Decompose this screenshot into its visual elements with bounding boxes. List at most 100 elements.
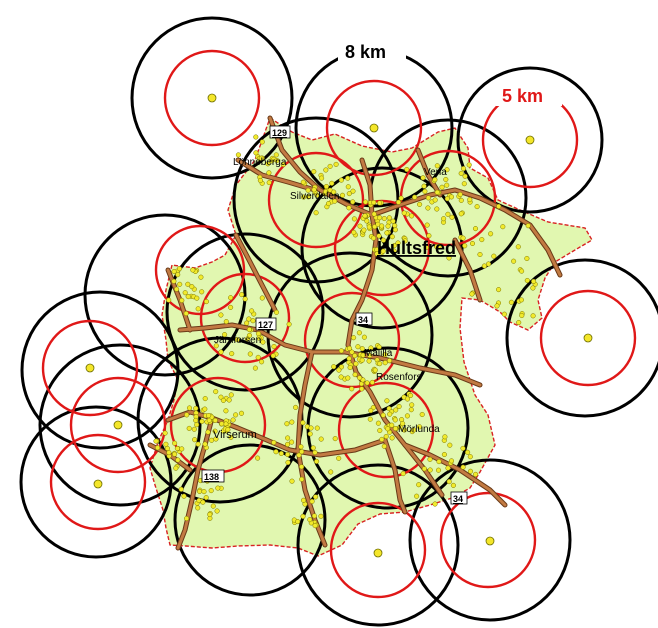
address-point (194, 422, 200, 428)
address-point (375, 420, 381, 426)
address-point (457, 191, 463, 198)
address-point (460, 464, 466, 470)
address-point (179, 446, 185, 452)
address-point (352, 372, 358, 378)
address-point (439, 184, 445, 190)
address-point (250, 318, 256, 324)
address-point (314, 192, 320, 198)
address-point (465, 449, 471, 455)
address-point (338, 348, 344, 354)
address-point (220, 397, 226, 403)
address-point (530, 313, 536, 319)
address-point (323, 167, 329, 173)
address-point (212, 417, 218, 423)
address-point (323, 183, 329, 190)
address-point (202, 441, 208, 447)
address-point (301, 194, 307, 200)
address-point (296, 452, 302, 458)
address-point (488, 231, 494, 237)
address-point (247, 351, 253, 357)
address-point (215, 485, 221, 491)
address-point (391, 243, 397, 249)
address-point (434, 189, 440, 195)
address-point (460, 166, 467, 172)
address-point (228, 295, 234, 301)
address-point (398, 195, 404, 201)
address-point (179, 297, 185, 303)
address-point (235, 152, 241, 158)
address-point (382, 352, 388, 358)
address-point (416, 482, 422, 488)
address-point (360, 352, 366, 358)
address-point (445, 211, 451, 217)
ring-8km (300, 166, 464, 330)
address-point (356, 330, 362, 336)
address-point (379, 223, 385, 229)
address-point (338, 177, 344, 183)
address-point (336, 455, 342, 461)
address-point (273, 152, 279, 158)
label-8km: 8 km (345, 42, 386, 62)
address-point (332, 436, 338, 442)
address-point (351, 216, 357, 222)
address-point (191, 426, 197, 432)
address-point (524, 277, 530, 284)
address-point (255, 455, 261, 461)
ring-8km (130, 16, 294, 180)
address-point (205, 429, 211, 435)
address-point (432, 197, 438, 203)
address-point (300, 420, 306, 426)
address-point (186, 405, 193, 411)
address-point (462, 173, 468, 179)
place-virserum: Virserum (213, 429, 257, 441)
address-point (402, 238, 408, 244)
address-point (364, 380, 370, 386)
address-point (289, 439, 295, 445)
address-point (496, 287, 502, 293)
address-point (346, 345, 353, 351)
address-point (395, 199, 402, 205)
place-rosenfors: Rosenfors (376, 372, 422, 383)
road-138-label: 138 (204, 472, 219, 482)
address-point (314, 425, 320, 431)
address-point (416, 424, 423, 430)
address-point (345, 184, 351, 190)
address-point (384, 230, 390, 236)
ring-5km (49, 433, 147, 531)
address-point (371, 211, 377, 217)
address-point (515, 244, 521, 250)
address-point (318, 436, 324, 442)
address-point (280, 161, 286, 168)
address-point (383, 433, 389, 440)
station-marker (583, 333, 593, 343)
address-point (172, 440, 178, 446)
address-point (173, 465, 179, 471)
place-jarnforsen: Järnforsen (214, 335, 261, 346)
address-point (328, 469, 334, 475)
address-point (400, 471, 406, 477)
address-point (311, 513, 317, 519)
address-point (434, 163, 440, 169)
address-point (349, 386, 355, 392)
address-point (361, 227, 367, 233)
address-point (409, 213, 415, 219)
address-point (351, 335, 357, 341)
address-point (508, 299, 514, 305)
address-point (460, 445, 466, 451)
address-point (300, 497, 307, 503)
address-point (202, 406, 208, 412)
address-point (259, 139, 265, 145)
address-point (238, 410, 245, 416)
address-point (376, 233, 382, 239)
address-point (295, 519, 301, 525)
address-point (271, 439, 277, 446)
address-point (444, 167, 450, 173)
address-point (449, 214, 455, 220)
address-point (396, 403, 402, 410)
address-point (460, 235, 466, 241)
road-129-label: 129 (272, 128, 287, 138)
address-point (171, 278, 177, 284)
address-point (206, 413, 212, 419)
address-point (367, 416, 373, 422)
address-point (448, 458, 455, 464)
